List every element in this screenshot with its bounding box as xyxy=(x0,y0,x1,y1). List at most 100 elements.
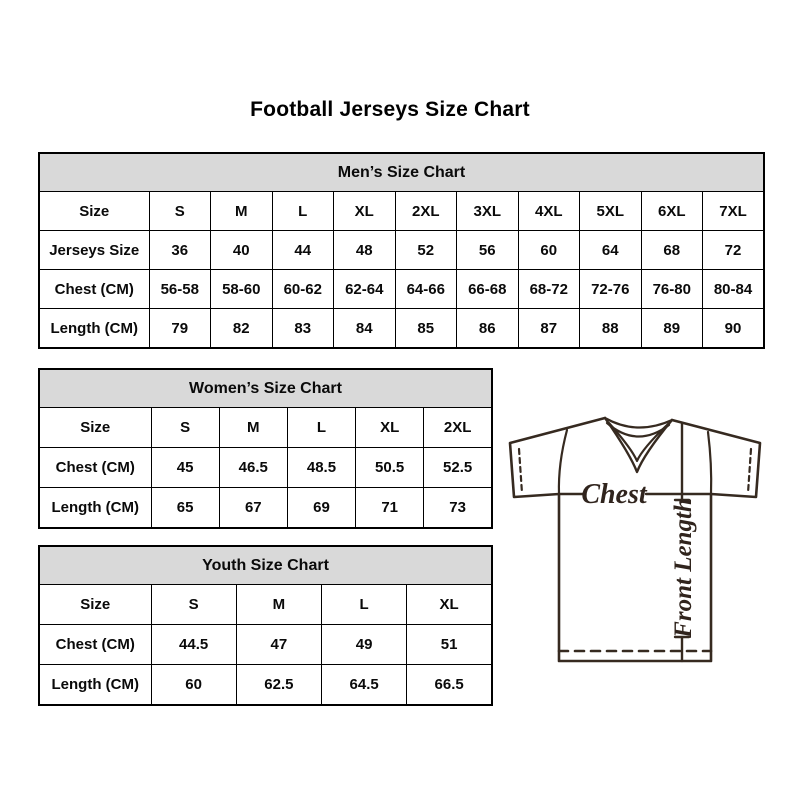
size-cell: XL xyxy=(333,191,396,231)
table-header-row: Youth Size Chart xyxy=(38,545,493,585)
row-label: Chest (CM) xyxy=(38,269,150,309)
value-cell: 88 xyxy=(579,308,642,349)
size-cell: S xyxy=(150,584,237,625)
size-cell: 6XL xyxy=(640,191,703,231)
jersey-collar-top-arc xyxy=(603,416,674,429)
size-cell: M xyxy=(235,584,323,625)
row-label: Length (CM) xyxy=(38,308,150,349)
youth-size-table: Youth Size Chart Size S M L XL Chest (CM… xyxy=(38,545,493,706)
jersey-right-armhole-seam xyxy=(706,430,713,496)
row-label: Length (CM) xyxy=(38,664,152,706)
value-cell: 87 xyxy=(517,308,580,349)
womens-size-table: Women’s Size Chart Size S M L XL 2XL Che… xyxy=(38,368,493,529)
value-cell: 64 xyxy=(579,230,642,270)
value-cell: 56-58 xyxy=(148,269,211,309)
value-cell: 66-68 xyxy=(456,269,519,309)
size-cell: 2XL xyxy=(423,407,493,448)
value-cell: 56 xyxy=(456,230,519,270)
value-cell: 40 xyxy=(210,230,273,270)
youth-table-title: Youth Size Chart xyxy=(38,545,493,585)
value-cell: 60 xyxy=(150,664,237,706)
chest-label: Chest xyxy=(581,479,648,510)
value-cell: 83 xyxy=(271,308,334,349)
value-cell: 90 xyxy=(702,308,765,349)
size-cell: 7XL xyxy=(702,191,765,231)
size-cell: S xyxy=(148,191,211,231)
value-cell: 86 xyxy=(456,308,519,349)
size-cell: M xyxy=(218,407,288,448)
size-cell: 4XL xyxy=(517,191,580,231)
value-cell: 72 xyxy=(702,230,765,270)
row-label: Chest (CM) xyxy=(38,624,152,665)
jersey-right-cuff-stitch xyxy=(746,447,753,495)
mens-size-table: Men’s Size Chart Size S M L XL 2XL 3XL 4… xyxy=(38,152,765,349)
table-header-row: Women’s Size Chart xyxy=(38,368,493,408)
table-row: Chest (CM) 45 46.5 48.5 50.5 52.5 xyxy=(38,447,493,488)
value-cell: 48 xyxy=(333,230,396,270)
table-row: Size S M L XL 2XL xyxy=(38,407,493,448)
table-row: Size S M L XL 2XL 3XL 4XL 5XL 6XL 7XL xyxy=(38,191,765,231)
mens-table-title: Men’s Size Chart xyxy=(38,152,765,192)
value-cell: 62.5 xyxy=(235,664,323,706)
jersey-left-cuff-stitch xyxy=(517,447,524,495)
row-label: Jerseys Size xyxy=(38,230,150,270)
jersey-collar-outer-v xyxy=(603,416,674,474)
jersey-measurement-diagram: Chest Front Length xyxy=(508,416,762,663)
value-cell: 60 xyxy=(517,230,580,270)
jersey-left-armhole-seam xyxy=(557,428,569,496)
front-length-measure-line xyxy=(673,421,691,663)
value-cell: 44 xyxy=(271,230,334,270)
womens-table-title: Women’s Size Chart xyxy=(38,368,493,408)
table-row: Jerseys Size 36 40 44 48 52 56 60 64 68 … xyxy=(38,230,765,270)
size-cell: S xyxy=(150,407,220,448)
size-cell: XL xyxy=(406,584,493,625)
size-cell: L xyxy=(271,191,334,231)
size-cell: 3XL xyxy=(456,191,519,231)
value-cell: 64.5 xyxy=(320,664,408,706)
row-label: Chest (CM) xyxy=(38,447,152,488)
size-cell: L xyxy=(286,407,357,448)
value-cell: 79 xyxy=(148,308,211,349)
value-cell: 49 xyxy=(320,624,408,665)
value-cell: 68 xyxy=(640,230,703,270)
size-cell: M xyxy=(210,191,273,231)
value-cell: 80-84 xyxy=(702,269,765,309)
value-cell: 85 xyxy=(394,308,457,349)
value-cell: 65 xyxy=(150,487,220,529)
jersey-collar-band-arc xyxy=(605,421,671,438)
value-cell: 60-62 xyxy=(271,269,334,309)
table-header-row: Men’s Size Chart xyxy=(38,152,765,192)
row-label: Size xyxy=(38,584,152,625)
value-cell: 69 xyxy=(286,487,357,529)
value-cell: 36 xyxy=(148,230,211,270)
value-cell: 46.5 xyxy=(218,447,288,488)
value-cell: 52 xyxy=(394,230,457,270)
value-cell: 68-72 xyxy=(517,269,580,309)
value-cell: 50.5 xyxy=(355,447,425,488)
jersey-collar-inner-v xyxy=(607,421,670,463)
value-cell: 45 xyxy=(150,447,220,488)
table-row: Length (CM) 79 82 83 84 85 86 87 88 89 9… xyxy=(38,308,765,349)
value-cell: 84 xyxy=(333,308,396,349)
value-cell: 73 xyxy=(423,487,493,529)
value-cell: 48.5 xyxy=(286,447,357,488)
size-cell: 2XL xyxy=(394,191,457,231)
row-label: Size xyxy=(38,407,152,448)
value-cell: 52.5 xyxy=(423,447,493,488)
row-label: Length (CM) xyxy=(38,487,152,529)
value-cell: 64-66 xyxy=(394,269,457,309)
value-cell: 67 xyxy=(218,487,288,529)
table-row: Chest (CM) 56-58 58-60 60-62 62-64 64-66… xyxy=(38,269,765,309)
value-cell: 51 xyxy=(406,624,493,665)
value-cell: 62-64 xyxy=(333,269,396,309)
value-cell: 82 xyxy=(210,308,273,349)
table-row: Length (CM) 65 67 69 71 73 xyxy=(38,487,493,529)
jersey-outline xyxy=(508,416,762,663)
value-cell: 89 xyxy=(640,308,703,349)
size-cell: XL xyxy=(355,407,425,448)
value-cell: 71 xyxy=(355,487,425,529)
value-cell: 72-76 xyxy=(579,269,642,309)
value-cell: 66.5 xyxy=(406,664,493,706)
front-length-label: Front Length xyxy=(670,498,697,639)
